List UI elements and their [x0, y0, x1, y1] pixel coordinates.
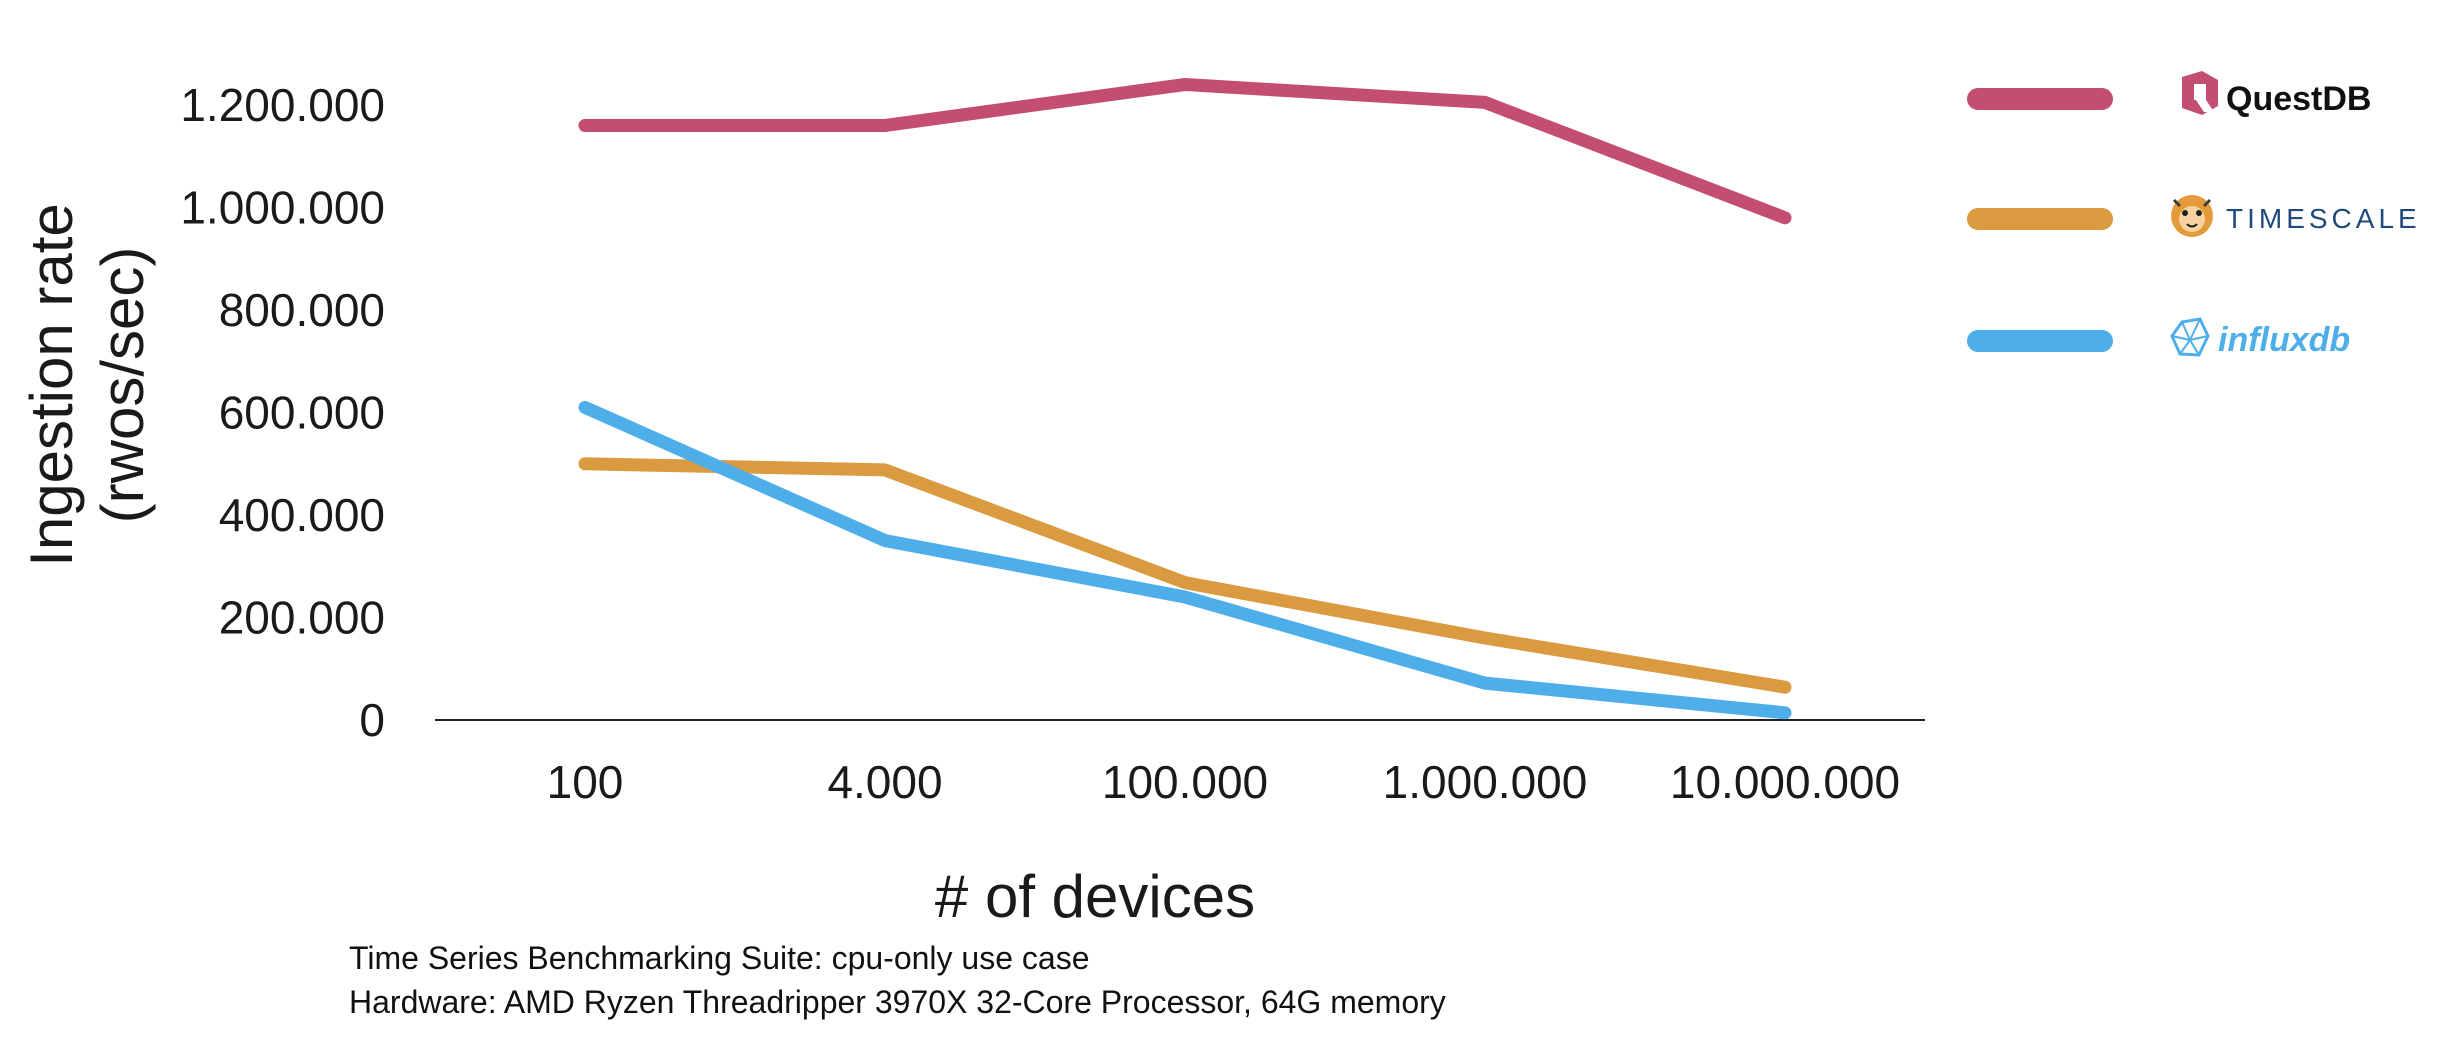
series-line-influxdb: [578, 400, 1792, 720]
x-tick-label: 4.000: [827, 756, 942, 808]
y-tick-label: 0: [359, 694, 385, 746]
questdb-logo: QuestDB: [2182, 71, 2371, 118]
y-tick-label: 1.200.000: [180, 79, 385, 131]
x-tick-label: 100.000: [1102, 756, 1268, 808]
y-tick-label: 200.000: [219, 592, 385, 644]
y-tick-label: 800.000: [219, 284, 385, 336]
y-tick-label: 600.000: [219, 387, 385, 439]
legend-label-timescale: TIMESCALE: [2226, 203, 2421, 234]
x-tick-label: 10.000.000: [1670, 756, 1900, 808]
influxdb-logo: influxdb: [2170, 317, 2350, 359]
series-line-timescale: [578, 457, 1792, 694]
y-tick-label: 1.000.000: [180, 182, 385, 234]
x-tick-label: 100: [547, 756, 624, 808]
y-axis-title-line2: (rwos/sec): [89, 247, 156, 524]
legend: QuestDB TIMESCALE influxdb: [1967, 71, 2421, 359]
y-axis-ticks: 0 200.000 400.000 600.000 800.000 1.000.000 1.…: [180, 79, 385, 746]
y-tick-label: 400.000: [219, 489, 385, 541]
legend-label-influxdb: influxdb: [2218, 321, 2350, 359]
series-lines: [578, 78, 1792, 720]
y-axis-title-line1: Ingestion rate: [18, 203, 85, 567]
footnote-suite: Time Series Benchmarking Suite: cpu-only…: [349, 940, 1090, 976]
x-axis-title: # of devices: [935, 863, 1255, 930]
timescale-tiger-logo: TIMESCALE: [2171, 195, 2421, 237]
x-axis-ticks: 100 4.000 100.000 1.000.000 10.000.000: [547, 756, 1900, 808]
legend-label-questdb: QuestDB: [2226, 80, 2371, 118]
footnote-hardware: Hardware: AMD Ryzen Threadripper 3970X 3…: [349, 984, 1446, 1020]
x-tick-label: 1.000.000: [1383, 756, 1588, 808]
series-line-questdb: [578, 78, 1792, 225]
